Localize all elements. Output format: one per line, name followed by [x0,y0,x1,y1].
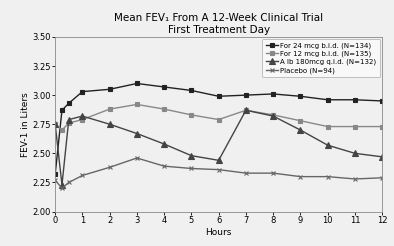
A lb 180mcg q.i.d. (N=132) [162,142,167,145]
For 24 mcg b.i.d. (N=134) [298,95,303,98]
Placebo (N=94) [353,177,357,180]
Legend: For 24 mcg b.i.d. (N=134), For 12 mcg b.i.d. (N=135), A lb 180mcg q.i.d. (N=132): For 24 mcg b.i.d. (N=134), For 12 mcg b.… [262,39,380,77]
For 12 mcg b.i.d. (N=135) [325,125,330,128]
For 12 mcg b.i.d. (N=135) [380,125,385,128]
For 12 mcg b.i.d. (N=135) [216,118,221,121]
Line: For 12 mcg b.i.d. (N=135): For 12 mcg b.i.d. (N=135) [53,102,385,133]
For 12 mcg b.i.d. (N=135) [107,108,112,110]
Y-axis label: FEV-1 in Liters: FEV-1 in Liters [21,92,30,157]
Placebo (N=94) [107,166,112,169]
For 24 mcg b.i.d. (N=134) [80,90,85,93]
Placebo (N=94) [243,172,248,175]
For 12 mcg b.i.d. (N=135) [271,113,275,116]
For 12 mcg b.i.d. (N=135) [134,103,139,106]
A lb 180mcg q.i.d. (N=132) [216,159,221,162]
A lb 180mcg q.i.d. (N=132) [298,129,303,132]
For 12 mcg b.i.d. (N=135) [298,119,303,122]
Placebo (N=94) [380,176,385,179]
A lb 180mcg q.i.d. (N=132) [243,109,248,112]
For 24 mcg b.i.d. (N=134) [134,82,139,85]
Placebo (N=94) [67,181,71,184]
Placebo (N=94) [53,179,58,182]
Line: For 24 mcg b.i.d. (N=134): For 24 mcg b.i.d. (N=134) [53,81,385,177]
For 24 mcg b.i.d. (N=134) [59,109,64,112]
A lb 180mcg q.i.d. (N=132) [325,144,330,147]
For 12 mcg b.i.d. (N=135) [162,108,167,110]
Title: Mean FEV₁ From A 12-Week Clinical Trial
First Treatment Day: Mean FEV₁ From A 12-Week Clinical Trial … [114,13,323,35]
A lb 180mcg q.i.d. (N=132) [59,183,64,186]
For 24 mcg b.i.d. (N=134) [380,99,385,102]
For 24 mcg b.i.d. (N=134) [216,95,221,98]
A lb 180mcg q.i.d. (N=132) [271,115,275,118]
For 24 mcg b.i.d. (N=134) [162,86,167,89]
Placebo (N=94) [162,165,167,168]
For 12 mcg b.i.d. (N=135) [80,118,85,121]
For 12 mcg b.i.d. (N=135) [189,113,194,116]
Placebo (N=94) [134,156,139,159]
For 24 mcg b.i.d. (N=134) [243,94,248,97]
For 24 mcg b.i.d. (N=134) [67,102,71,105]
Placebo (N=94) [216,168,221,171]
Placebo (N=94) [189,167,194,170]
For 12 mcg b.i.d. (N=135) [67,122,71,124]
For 24 mcg b.i.d. (N=134) [325,98,330,101]
For 12 mcg b.i.d. (N=135) [353,125,357,128]
For 24 mcg b.i.d. (N=134) [271,92,275,95]
Line: Placebo (N=94): Placebo (N=94) [53,155,385,191]
Line: A lb 180mcg q.i.d. (N=132): A lb 180mcg q.i.d. (N=132) [52,108,385,187]
A lb 180mcg q.i.d. (N=132) [67,118,71,121]
Placebo (N=94) [325,175,330,178]
A lb 180mcg q.i.d. (N=132) [107,123,112,126]
For 24 mcg b.i.d. (N=134) [53,173,58,176]
A lb 180mcg q.i.d. (N=132) [353,152,357,155]
Placebo (N=94) [271,172,275,175]
Placebo (N=94) [59,187,64,190]
A lb 180mcg q.i.d. (N=132) [134,132,139,135]
For 12 mcg b.i.d. (N=135) [243,109,248,112]
For 24 mcg b.i.d. (N=134) [107,88,112,91]
A lb 180mcg q.i.d. (N=132) [53,123,58,126]
A lb 180mcg q.i.d. (N=132) [80,115,85,118]
Placebo (N=94) [80,174,85,177]
For 24 mcg b.i.d. (N=134) [189,89,194,92]
A lb 180mcg q.i.d. (N=132) [189,154,194,157]
For 24 mcg b.i.d. (N=134) [353,98,357,101]
For 12 mcg b.i.d. (N=135) [59,129,64,132]
X-axis label: Hours: Hours [206,228,232,236]
For 12 mcg b.i.d. (N=135) [53,123,58,126]
A lb 180mcg q.i.d. (N=132) [380,155,385,158]
Placebo (N=94) [298,175,303,178]
